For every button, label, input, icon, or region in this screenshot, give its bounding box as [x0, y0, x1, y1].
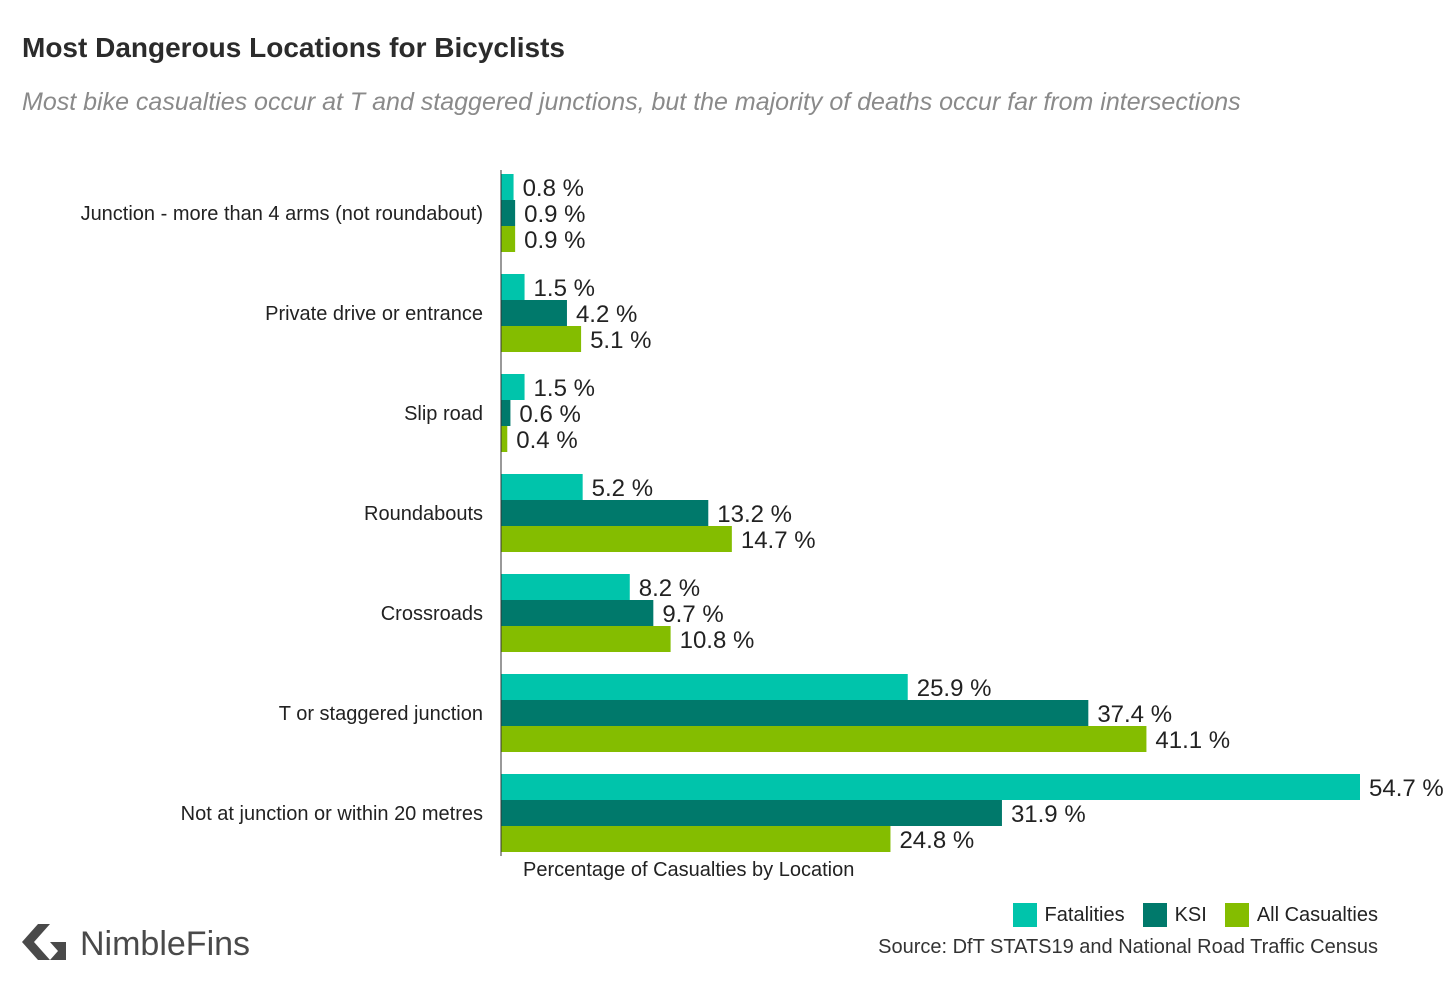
data-label-fatalities-crossroads: 8.2 % [639, 575, 700, 602]
data-label-ksi-t-or-staggered-junction: 37.4 % [1097, 701, 1172, 728]
legend-label-ksi: KSI [1174, 903, 1207, 926]
data-label-ksi-junction-more-than-4-arms-not-roundabout: 0.9 % [524, 201, 585, 228]
category-label-junction-more-than-4-arms-not-roundabout: Junction - more than 4 arms (not roundab… [81, 203, 483, 225]
chart-legend: Fatalities KSI All Casualties [1012, 903, 1378, 927]
chart-subtitle: Most bike casualties occur at T and stag… [22, 88, 1241, 116]
bar-all-casualties-junction-more-than-4-arms-not-roundabout [501, 226, 516, 252]
data-label-ksi-slip-road: 0.6 % [519, 401, 580, 428]
logo: NimbleFins [20, 922, 250, 967]
bar-ksi-not-at-junction-or-within-20-metres [501, 800, 1002, 826]
data-label-fatalities-slip-road: 1.5 % [534, 375, 595, 402]
bar-fatalities-slip-road [501, 374, 525, 400]
data-label-fatalities-t-or-staggered-junction: 25.9 % [917, 675, 992, 702]
bar-fatalities-crossroads [501, 574, 630, 600]
logo-text: NimbleFins [80, 925, 251, 963]
legend-swatch-fatalities [1012, 903, 1037, 927]
bar-all-casualties-not-at-junction-or-within-20-metres [501, 826, 891, 852]
bar-all-casualties-crossroads [501, 626, 671, 652]
legend-swatch-all-casualties [1224, 903, 1249, 927]
data-label-fatalities-junction-more-than-4-arms-not-roundabout: 0.8 % [523, 175, 584, 202]
x-axis-title: Percentage of Casualties by Location [523, 859, 854, 881]
bar-fatalities-junction-more-than-4-arms-not-roundabout [501, 174, 514, 200]
data-label-all-casualties-not-at-junction-or-within-20-metres: 24.8 % [899, 827, 974, 854]
bar-all-casualties-slip-road [501, 426, 508, 452]
category-label-roundabouts: Roundabouts [364, 503, 483, 525]
bar-ksi-crossroads [501, 600, 654, 626]
bar-all-casualties-private-drive-or-entrance [501, 326, 582, 352]
bar-fatalities-not-at-junction-or-within-20-metres [501, 774, 1360, 800]
legend-label-fatalities: Fatalities [1044, 903, 1125, 926]
data-label-ksi-roundabouts: 13.2 % [717, 501, 792, 528]
legend-swatch-ksi [1142, 903, 1167, 927]
category-label-t-or-staggered-junction: T or staggered junction [279, 703, 483, 725]
data-label-ksi-crossroads: 9.7 % [662, 601, 723, 628]
data-label-all-casualties-private-drive-or-entrance: 5.1 % [590, 327, 651, 354]
bar-all-casualties-t-or-staggered-junction [501, 726, 1147, 752]
legend-label-all-casualties: All Casualties [1256, 903, 1378, 926]
data-label-ksi-not-at-junction-or-within-20-metres: 31.9 % [1011, 801, 1086, 828]
data-label-fatalities-not-at-junction-or-within-20-metres: 54.7 % [1369, 775, 1444, 802]
chart-title: Most Dangerous Locations for Bicyclists [22, 32, 565, 63]
legend-item-all-casualties: All Casualties [1224, 903, 1378, 927]
data-label-all-casualties-roundabouts: 14.7 % [741, 527, 816, 554]
nimblefins-chevron-icon [20, 922, 68, 967]
bar-ksi-roundabouts [501, 500, 709, 526]
bar-ksi-private-drive-or-entrance [501, 300, 567, 326]
bar-fatalities-t-or-staggered-junction [501, 674, 908, 700]
category-label-private-drive-or-entrance: Private drive or entrance [265, 303, 483, 325]
bar-all-casualties-roundabouts [501, 526, 732, 552]
bar-fatalities-private-drive-or-entrance [501, 274, 525, 300]
data-label-all-casualties-crossroads: 10.8 % [680, 627, 755, 654]
bar-fatalities-roundabouts [501, 474, 583, 500]
data-label-fatalities-roundabouts: 5.2 % [592, 475, 653, 502]
data-label-ksi-private-drive-or-entrance: 4.2 % [576, 301, 637, 328]
source-note: Source: DfT STATS19 and National Road Tr… [878, 936, 1378, 958]
data-label-all-casualties-t-or-staggered-junction: 41.1 % [1155, 727, 1230, 754]
data-label-fatalities-private-drive-or-entrance: 1.5 % [534, 275, 595, 302]
legend-item-fatalities: Fatalities [1012, 903, 1125, 927]
bar-ksi-junction-more-than-4-arms-not-roundabout [501, 200, 516, 226]
data-label-all-casualties-slip-road: 0.4 % [516, 427, 577, 454]
bar-ksi-t-or-staggered-junction [501, 700, 1089, 726]
bar-ksi-slip-road [501, 400, 511, 426]
category-label-slip-road: Slip road [404, 403, 483, 425]
category-label-not-at-junction-or-within-20-metres: Not at junction or within 20 metres [181, 803, 483, 825]
legend-item-ksi: KSI [1142, 903, 1207, 927]
data-label-all-casualties-junction-more-than-4-arms-not-roundabout: 0.9 % [524, 227, 585, 254]
category-label-crossroads: Crossroads [381, 603, 483, 625]
